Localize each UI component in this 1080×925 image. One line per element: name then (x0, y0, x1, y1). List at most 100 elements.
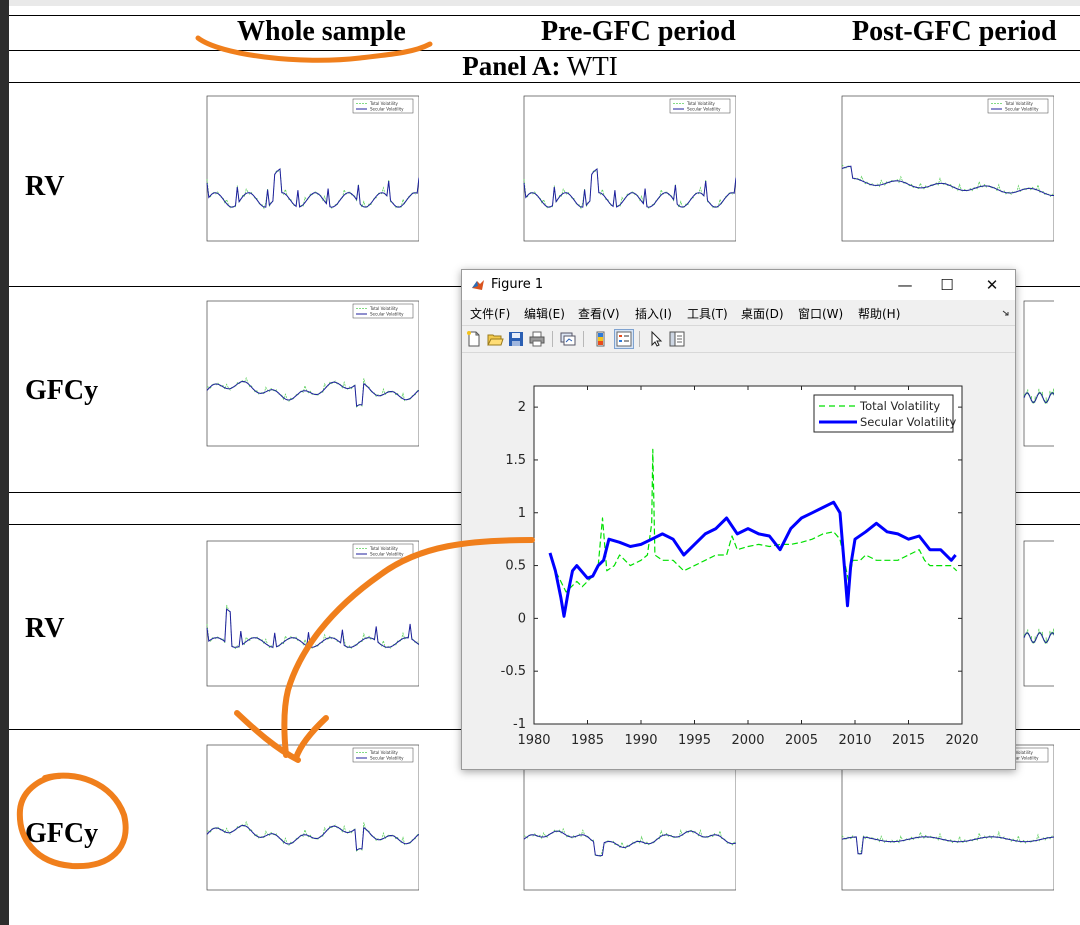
thumbnail-legend (352, 98, 414, 114)
thumbnail-axes (1023, 300, 1054, 447)
panel-a-value: WTI (566, 51, 618, 81)
row-label-gfcy: GFCy (25, 818, 99, 849)
x-tick-label: 1980 (517, 733, 550, 748)
toolbar-separator (639, 331, 640, 347)
thumbnail-total-line (841, 164, 1054, 198)
x-tick-label: 2015 (892, 733, 925, 748)
series-line-secular-volatility (548, 500, 957, 618)
y-tick-label: 1 (518, 506, 526, 521)
link-plot-icon[interactable] (559, 330, 577, 348)
thumbnail-secular-line (841, 165, 1054, 196)
new-figure-icon[interactable] (465, 330, 483, 348)
x-tick-label: 2000 (731, 733, 764, 748)
legend-icon[interactable] (614, 329, 634, 349)
thumbnail-secular-line (523, 830, 736, 857)
thumbnail-axes (523, 95, 736, 242)
x-tick-label: 2020 (945, 733, 978, 748)
menu-view[interactable]: 查看(V) (578, 307, 620, 321)
figure-titlebar[interactable]: Figure 1 — ☐ ✕ (462, 270, 1015, 300)
thumbnail-legend-label: Secular Volatility (370, 756, 404, 761)
thumbnail-legend-label: Total Volatility (369, 306, 399, 311)
menu-edit[interactable]: 编辑(E) (524, 307, 565, 321)
arrowhead-annotation (234, 710, 329, 763)
table-header-rule (9, 50, 1080, 51)
thumbnail-legend-label: Secular Volatility (370, 552, 404, 557)
open-file-icon[interactable] (486, 330, 504, 348)
menu-desktop[interactable]: 桌面(D) (741, 307, 784, 321)
thumbnail-secular-line (206, 608, 419, 648)
y-tick-label: -1 (513, 717, 526, 732)
y-tick-label: 0 (518, 611, 526, 626)
menu-insert[interactable]: 插入(I) (635, 307, 672, 321)
thumbnail-legend (352, 543, 414, 559)
col-header-whole-sample: Whole sample (237, 16, 406, 47)
table-top-rule (9, 15, 1080, 16)
circle-annotation (16, 772, 129, 870)
figure-window[interactable]: Figure 1 — ☐ ✕ 文件(F) 编辑(E) 查看(V) 插入(I) 工… (461, 269, 1016, 770)
thumbnail-total-line (206, 820, 419, 853)
col-header-post-gfc: Post-GFC period (852, 16, 1057, 47)
minimize-button[interactable]: — (897, 276, 913, 294)
browser-top-strip (0, 0, 1080, 6)
colorbar-icon[interactable] (592, 330, 610, 348)
row-label-rv: RV (25, 171, 65, 202)
thumbnail-secular-line (206, 824, 419, 851)
thumbnail-legend-label: Secular Volatility (687, 107, 721, 112)
chart-legend[interactable]: Total Volatility Secular Volatility (813, 394, 956, 433)
y-tick-label: 0.5 (505, 559, 526, 574)
menu-tools[interactable]: 工具(T) (687, 307, 728, 321)
property-editor-icon[interactable] (668, 330, 686, 348)
pointer-icon[interactable] (647, 330, 665, 348)
thumbnail-legend (987, 98, 1049, 114)
x-tick-label: 1990 (624, 733, 657, 748)
thumbnail-legend-label: Total Volatility (1004, 101, 1034, 106)
menu-file[interactable]: 文件(F) (470, 307, 511, 321)
thumbnail-axes (841, 95, 1054, 242)
menu-bar: 文件(F) 编辑(E) 查看(V) 插入(I) 工具(T) 桌面(D) 窗口(W… (462, 301, 1015, 323)
thumbnail-legend-label: Secular Volatility (1005, 107, 1039, 112)
thumbnail-axes (206, 95, 419, 242)
maximize-button[interactable]: ☐ (940, 276, 954, 294)
menu-overflow-icon[interactable] (1002, 309, 1010, 317)
thumbnail-legend-label: Secular Volatility (1005, 756, 1039, 761)
arrow-annotation (281, 537, 535, 758)
thumbnail-secular-line (1023, 392, 1054, 404)
table-panel-rule (9, 82, 1080, 83)
legend-box (813, 394, 954, 433)
y-tick-label: 1.5 (505, 453, 526, 468)
y-tick-label: 2 (518, 400, 526, 415)
thumbnail-total-line (206, 604, 419, 650)
x-tick-label: 1995 (678, 733, 711, 748)
thumbnail-legend (352, 303, 414, 319)
main-chart[interactable]: 1980 1985 1990 1995 2000 2005 2010 2015 2020 2 1.5… (462, 352, 1015, 768)
print-icon[interactable] (528, 330, 546, 348)
row-label-gfcy: GFCy (25, 375, 99, 406)
panel-a-title: Panel A: WTI (0, 51, 1080, 82)
col-header-pre-gfc: Pre-GFC period (541, 16, 736, 47)
panel-a-label: Panel A: (462, 51, 561, 81)
save-icon[interactable] (507, 330, 525, 348)
legend-label-secular: Secular Volatility (860, 415, 956, 429)
x-tick-label: 2005 (785, 733, 818, 748)
thumbnail-axes (1023, 540, 1054, 687)
x-tick-label: 1985 (571, 733, 604, 748)
thumbnail-legend-label: Secular Volatility (370, 107, 404, 112)
thumbnail-total-line (841, 830, 1054, 856)
row-label-rv: RV (25, 613, 65, 644)
document-left-border (0, 0, 9, 925)
menu-window[interactable]: 窗口(W) (798, 307, 844, 321)
menu-help[interactable]: 帮助(H) (858, 307, 901, 321)
close-button[interactable]: ✕ (985, 276, 999, 294)
series-line-total-volatility (549, 448, 958, 593)
thumbnail-secular-line (206, 168, 419, 208)
thumbnail-secular-line (1023, 632, 1054, 644)
y-tick-label: -0.5 (501, 664, 526, 679)
thumbnail-legend-label: Total Volatility (369, 546, 399, 551)
thumbnail-legend (352, 747, 414, 763)
